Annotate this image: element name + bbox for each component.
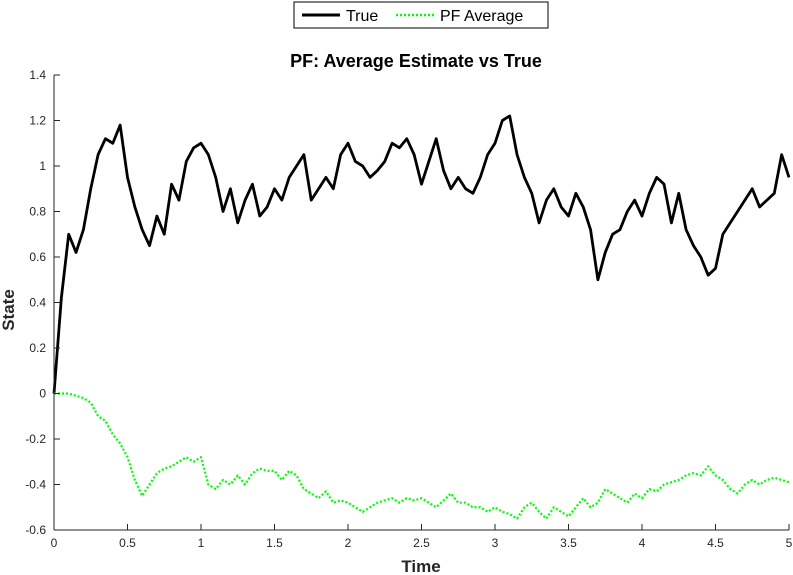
y-tick-label: 0.4 [29,296,46,310]
x-tick-label: 2.5 [413,536,430,550]
y-tick-label: 0.2 [29,341,46,355]
y-tick-label: 1 [39,159,46,173]
legend-label-true: True [346,8,378,25]
plot-background [54,75,789,530]
x-tick-label: 2 [345,536,352,550]
y-tick-label: 1.4 [29,68,46,82]
y-tick-label: 0 [39,387,46,401]
x-tick-label: 1.5 [266,536,283,550]
y-tick-label: 0.6 [29,250,46,264]
x-tick-label: 4.5 [707,536,724,550]
y-tick-label: -0.2 [25,432,46,446]
x-tick-label: 3.5 [560,536,577,550]
x-tick-label: 1 [198,536,205,550]
chart-title: PF: Average Estimate vs True [290,51,542,71]
y-tick-label: 1.2 [29,114,46,128]
x-tick-label: 5 [786,536,793,550]
y-tick-label: -0.4 [25,478,46,492]
series-line-true [52,114,791,394]
x-tick-label: 4 [639,536,646,550]
y-tick-label: -0.6 [25,523,46,537]
legend-label-pf-average: PF Average [440,8,523,25]
x-tick-label: 0.5 [119,536,136,550]
x-axis-label: Time [401,557,440,575]
legend: True PF Average [293,1,549,29]
plot-area: 0 0.5 1 1.5 2 2.5 3 3.5 4 4.5 5 -0.6 -0.4 -0.2 0 0.2 0.4… [25,68,792,550]
x-tick-label: 0 [51,536,58,550]
y-tick-label: 0.8 [29,205,46,219]
y-axis-label: State [0,289,18,331]
x-tick-label: 3 [492,536,499,550]
